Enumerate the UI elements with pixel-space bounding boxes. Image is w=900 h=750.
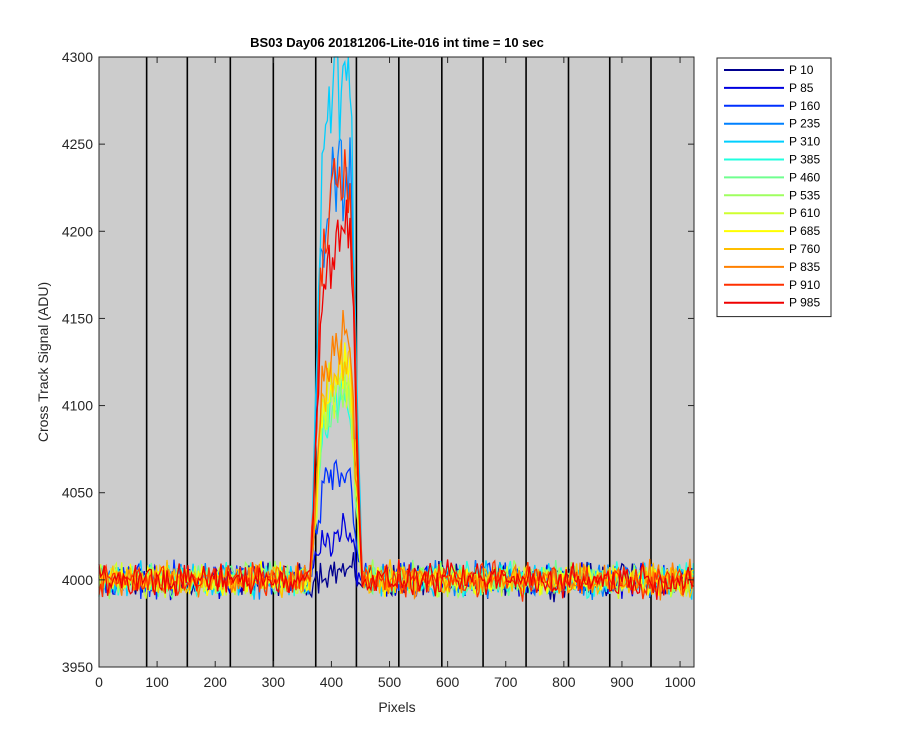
legend: P 10 P 85 P 160 P 235 P 310 P 385 P 460 P 535 P … <box>716 57 832 318</box>
legend-label-p685: P 685 <box>789 224 820 238</box>
legend-label-p985: P 985 <box>789 296 820 310</box>
y-tick-label-3950: 3950 <box>62 659 93 675</box>
legend-label-p460: P 460 <box>789 170 820 184</box>
legend-box <box>716 57 832 318</box>
legend-label-p160: P 160 <box>789 99 820 113</box>
y-tick-label-4100: 4100 <box>62 398 93 414</box>
legend-label-p85: P 85 <box>789 81 814 95</box>
y-tick-label-4200: 4200 <box>62 223 93 239</box>
y-tick-label-4050: 4050 <box>62 485 93 501</box>
axis-ticks: 0 100 200 300 400 500 600 700 800 900 1000 3950 4000… <box>62 49 696 690</box>
legend-label-p385: P 385 <box>789 153 820 167</box>
plot-area <box>99 57 694 667</box>
plot-frame <box>98 56 695 668</box>
x-tick-label-1000: 1000 <box>664 674 695 690</box>
x-tick-label-600: 600 <box>436 674 460 690</box>
y-tick-label-4300: 4300 <box>62 49 93 65</box>
legend-label-p310: P 310 <box>789 135 820 149</box>
x-tick-label-300: 300 <box>262 674 286 690</box>
y-tick-label-4250: 4250 <box>62 136 93 152</box>
x-tick-label-0: 0 <box>95 674 103 690</box>
y-tick-label-4000: 4000 <box>62 572 93 588</box>
x-axis-label: Pixels <box>378 699 415 715</box>
x-tick-label-100: 100 <box>145 674 169 690</box>
legend-label-p760: P 760 <box>789 242 820 256</box>
x-tick-label-200: 200 <box>204 674 228 690</box>
series-group <box>98 56 695 603</box>
legend-label-p235: P 235 <box>789 117 820 131</box>
legend-label-p835: P 835 <box>789 260 820 274</box>
x-tick-label-900: 900 <box>610 674 634 690</box>
x-tick-label-800: 800 <box>552 674 576 690</box>
chart-title: BS03 Day06 20181206-Lite-016 int time = … <box>250 35 544 50</box>
legend-label-p610: P 610 <box>789 206 820 220</box>
vertical-lines <box>145 57 652 667</box>
x-tick-label-400: 400 <box>320 674 344 690</box>
legend-label-p910: P 910 <box>789 278 820 292</box>
legend-label-p535: P 535 <box>789 188 820 202</box>
legend-label-p10: P 10 <box>789 63 814 77</box>
series-line-p985 <box>98 199 694 600</box>
y-tick-label-4150: 4150 <box>62 310 93 326</box>
x-tick-label-700: 700 <box>494 674 518 690</box>
y-axis-label: Cross Track Signal (ADU) <box>35 282 51 442</box>
x-tick-label-500: 500 <box>378 674 402 690</box>
